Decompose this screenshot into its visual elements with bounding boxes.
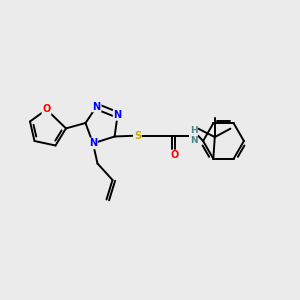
- Text: H
N: H N: [190, 126, 197, 145]
- Text: S: S: [134, 130, 141, 141]
- Text: O: O: [170, 150, 179, 161]
- Text: N: N: [89, 138, 97, 148]
- Text: N: N: [92, 101, 101, 112]
- Text: N: N: [113, 110, 122, 120]
- Text: O: O: [42, 104, 51, 115]
